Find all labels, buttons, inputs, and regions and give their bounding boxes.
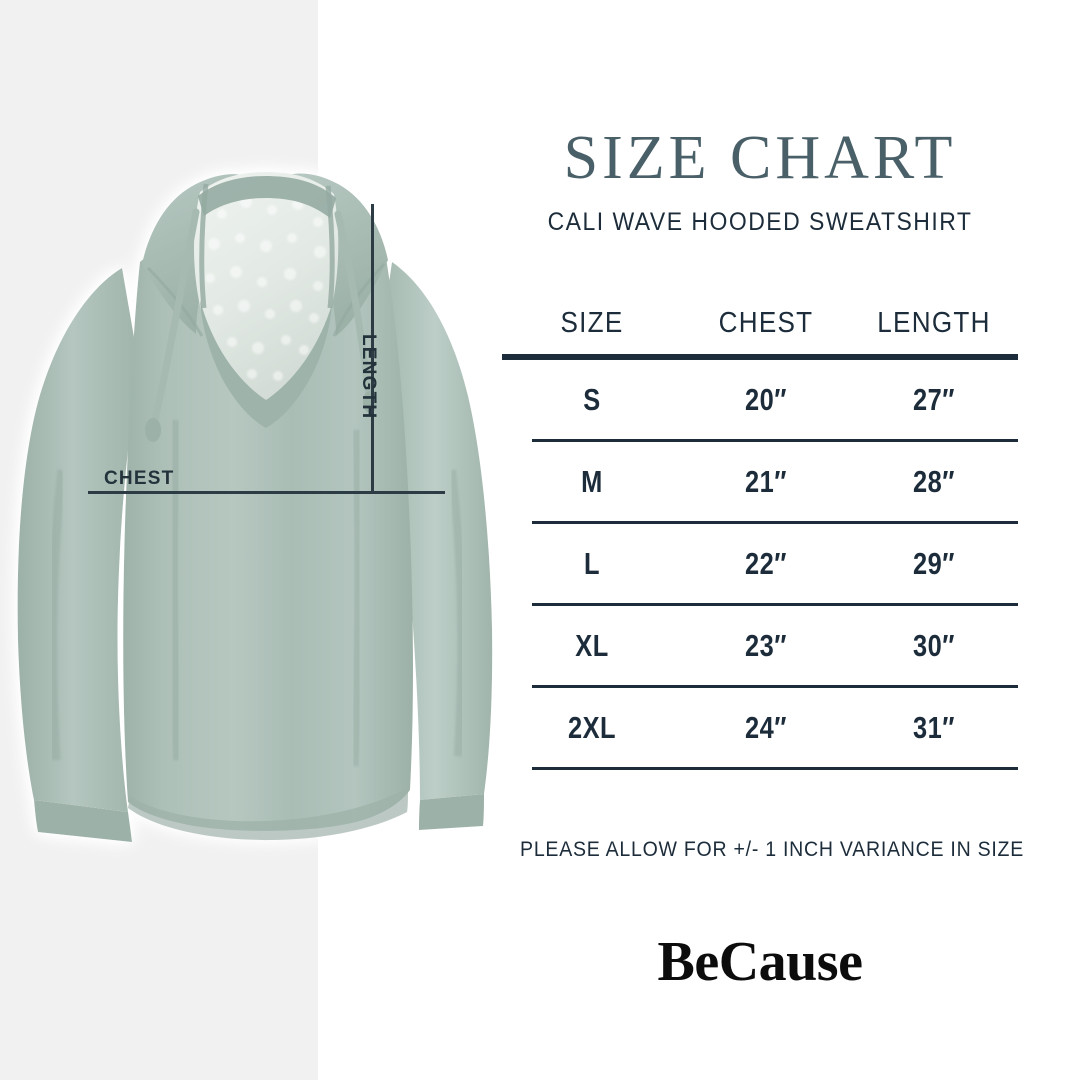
cell-length: 28″ bbox=[913, 463, 955, 499]
fabric-folds bbox=[48, 419, 466, 767]
table-row: M 21″ 28″ bbox=[502, 442, 1018, 521]
drawstring-left bbox=[150, 208, 200, 428]
row-rule bbox=[532, 439, 1018, 442]
chest-measure-line bbox=[88, 491, 445, 494]
hem bbox=[128, 788, 408, 841]
row-rule bbox=[532, 767, 1018, 770]
table-row: L 22″ 29″ bbox=[502, 524, 1018, 603]
variance-note: PLEASE ALLOW FOR +/- 1 INCH VARIANCE IN … bbox=[520, 838, 1024, 861]
chart-content: SIZE CHART CALI WAVE HOODED SWEATSHIRT S… bbox=[502, 0, 1080, 1080]
sherpa-texture bbox=[205, 196, 326, 381]
cell-chest: 21″ bbox=[745, 463, 787, 499]
drawstring-left-tip bbox=[145, 418, 161, 442]
drawstring-right bbox=[334, 210, 373, 400]
garment-illustration: CHEST LENGTH bbox=[17, 172, 493, 842]
length-measure-label: LENGTH bbox=[358, 334, 379, 420]
header-rule bbox=[502, 354, 1018, 360]
cell-length: 30″ bbox=[913, 627, 955, 663]
cell-size: XL bbox=[575, 627, 609, 663]
cell-length: 29″ bbox=[913, 545, 955, 581]
product-subtitle: CALI WAVE HOODED SWEATSHIRT bbox=[547, 208, 973, 236]
hood-seam-right bbox=[325, 185, 335, 309]
row-rule bbox=[532, 521, 1018, 524]
right-cuff bbox=[419, 794, 484, 830]
cell-chest: 23″ bbox=[745, 627, 787, 663]
hood-seam-left bbox=[199, 183, 209, 309]
cell-chest: 20″ bbox=[745, 381, 787, 417]
row-rule bbox=[532, 603, 1018, 606]
cell-chest: 24″ bbox=[745, 709, 787, 745]
left-sleeve bbox=[17, 268, 141, 812]
v-neck-opening bbox=[200, 300, 332, 428]
hoodie-graphic bbox=[17, 172, 493, 842]
cell-chest: 22″ bbox=[745, 545, 787, 581]
length-measure-line bbox=[371, 204, 374, 493]
hoodie-body bbox=[123, 229, 413, 831]
cell-size: S bbox=[583, 381, 601, 417]
column-header-chest: CHEST bbox=[718, 306, 814, 339]
table-row: S 20″ 27″ bbox=[502, 360, 1018, 439]
cell-size: M bbox=[581, 463, 603, 499]
cell-size: 2XL bbox=[567, 709, 617, 745]
table-row: XL 23″ 30″ bbox=[502, 606, 1018, 685]
table-header-row: SIZE CHEST LENGTH bbox=[502, 292, 1018, 354]
cell-length: 31″ bbox=[913, 709, 955, 745]
brand-logo: BeCause bbox=[657, 931, 863, 993]
column-header-size: SIZE bbox=[560, 306, 624, 339]
column-header-length: LENGTH bbox=[877, 306, 991, 339]
page-title: SIZE CHART bbox=[563, 124, 957, 192]
left-cuff bbox=[34, 800, 132, 842]
cell-length: 27″ bbox=[913, 381, 955, 417]
row-rule bbox=[532, 685, 1018, 688]
neckband bbox=[198, 176, 336, 218]
chest-measure-label: CHEST bbox=[104, 468, 175, 489]
cell-size: L bbox=[583, 545, 601, 581]
size-table: SIZE CHEST LENGTH S 20″ 27″ M 21″ 28″ L … bbox=[502, 292, 1018, 770]
table-row: 2XL 24″ 31″ bbox=[502, 688, 1018, 767]
